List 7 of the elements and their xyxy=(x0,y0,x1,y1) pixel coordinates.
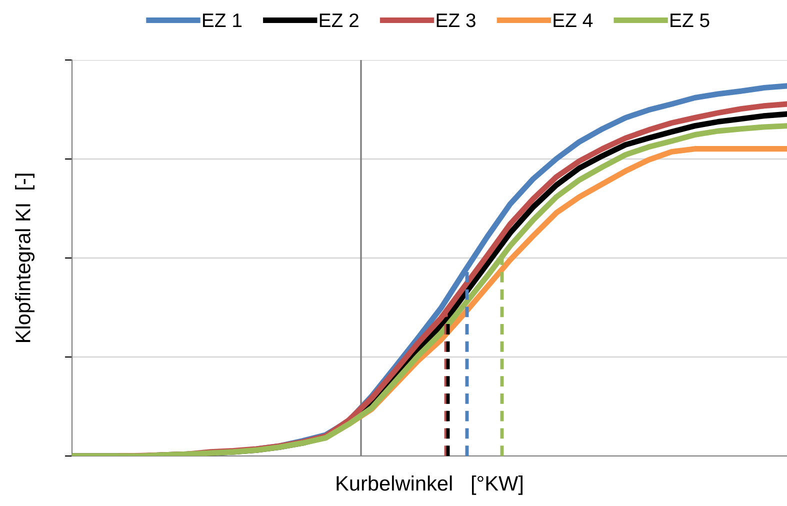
legend-label: EZ 4 xyxy=(554,14,593,28)
legend-label: EZ 1 xyxy=(203,14,242,28)
legend-label: EZ 2 xyxy=(320,13,358,28)
legend-label: EZ 3 xyxy=(436,13,476,28)
legend-label: EZ 5 xyxy=(670,14,710,28)
y-axis-title: Klopfintegral KI [-] xyxy=(15,174,34,342)
x-axis-title: Kurbelwinkel [°KW] xyxy=(336,475,522,495)
